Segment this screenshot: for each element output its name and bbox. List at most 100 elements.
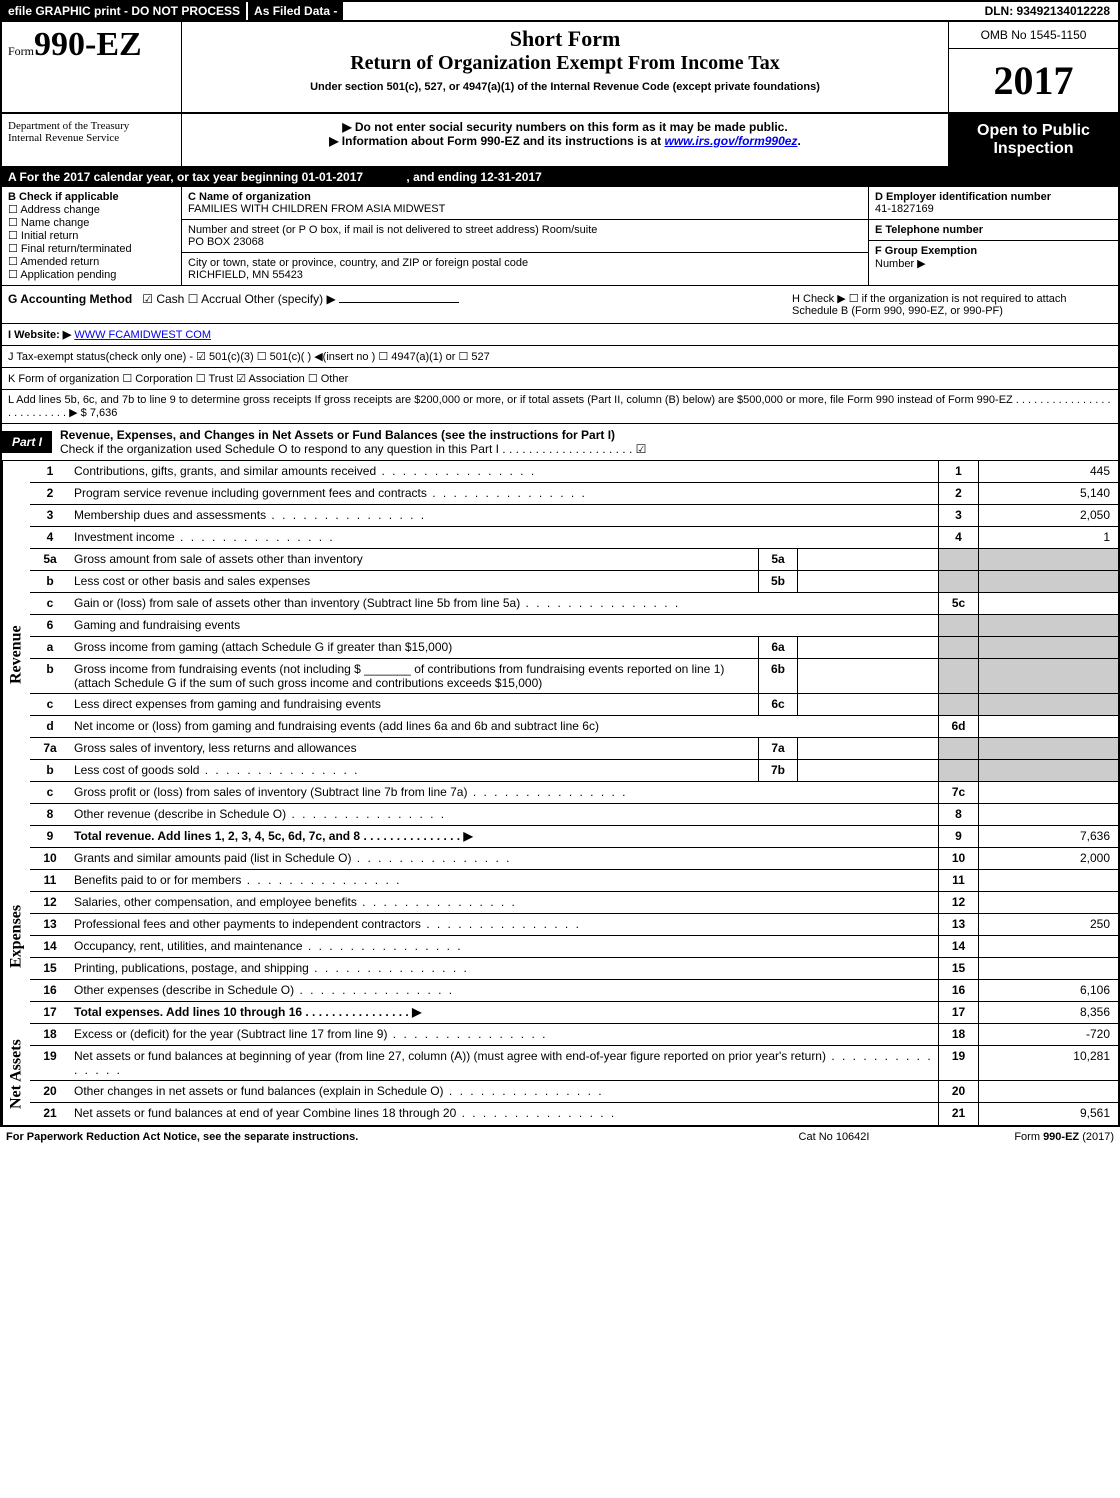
ln21-amt: 9,561 [978,1103,1118,1125]
footer-form: Form 990-EZ (2017) [1014,1131,1114,1143]
ln3-rn: 3 [938,505,978,526]
open1: Open to Public [953,122,1114,140]
omb-year-box: OMB No 1545-1150 2017 [948,22,1118,112]
line-a: A For the 2017 calendar year, or tax yea… [2,167,1118,187]
addr-label: Number and street (or P O box, if mail i… [188,224,862,236]
ln5a-d: Gross amount from sale of assets other t… [70,549,758,570]
ln7b-mv [798,760,938,781]
ln6a-amt [978,637,1118,658]
ln13-n: 13 [30,914,70,935]
ln6b-mn: 6b [758,659,798,693]
ln16-n: 16 [30,980,70,1001]
efile-notice: efile GRAPHIC print - DO NOT PROCESS [2,2,246,20]
ln6a-rn [938,637,978,658]
ln3-d: Membership dues and assessments [70,505,938,526]
ln13-amt: 250 [978,914,1118,935]
ln18-amt: -720 [978,1024,1118,1045]
ln19-rn: 19 [938,1046,978,1080]
ln10-amt: 2,000 [978,848,1118,869]
open2: Inspection [953,140,1114,158]
city: RICHFIELD, MN 55423 [188,269,862,281]
ln16-amt: 6,106 [978,980,1118,1001]
short-form: Short Form [186,26,944,52]
title: Return of Organization Exempt From Incom… [186,52,944,75]
ln9-amt: 7,636 [978,826,1118,847]
ln5a-mv [798,549,938,570]
box-c-label: C Name of organization [188,191,862,203]
ln20-n: 20 [30,1081,70,1102]
ln14-n: 14 [30,936,70,957]
ln17-amt: 8,356 [978,1002,1118,1023]
omb: OMB No 1545-1150 [949,22,1118,49]
ln15-d: Printing, publications, postage, and shi… [70,958,938,979]
ln2-d: Program service revenue including govern… [70,483,938,504]
irs-link[interactable]: www.irs.gov/form990ez [665,134,798,148]
g-opts[interactable]: ☑ Cash ☐ Accrual Other (specify) ▶ [142,292,335,306]
ln14-rn: 14 [938,936,978,957]
j-row[interactable]: J Tax-exempt status(check only one) - ☑ … [2,346,1118,368]
ein: 41-1827169 [875,203,1112,215]
tax-year: 2017 [949,49,1118,112]
chk-name[interactable]: Name change [8,216,175,229]
chk-final[interactable]: Final return/terminated [8,242,175,255]
ln9-rn: 9 [938,826,978,847]
ln17-rn: 17 [938,1002,978,1023]
ln6c-amt [978,694,1118,715]
ln6d-d: Net income or (loss) from gaming and fun… [70,716,938,737]
dept-l1: Department of the Treasury [8,120,175,132]
ln7a-d: Gross sales of inventory, less returns a… [70,738,758,759]
chk-address[interactable]: Address change [8,203,175,216]
ln4-n: 4 [30,527,70,548]
ln7a-mv [798,738,938,759]
box-h[interactable]: H Check ▶ ☐ if the organization is not r… [782,292,1112,317]
box-c: C Name of organization FAMILIES WITH CHI… [182,187,868,285]
k-row[interactable]: K Form of organization ☐ Corporation ☐ T… [2,368,1118,390]
ln13-d: Professional fees and other payments to … [70,914,938,935]
chk-amended[interactable]: Amended return [8,255,175,268]
l-row: L Add lines 5b, 6c, and 7b to line 9 to … [2,390,1118,424]
sidebar-netassets: Net Assets [2,1024,30,1125]
sidebar-expenses: Expenses [2,848,30,1024]
ln9-d: Total revenue. Add lines 1, 2, 3, 4, 5c,… [74,829,473,843]
ln17-d: Total expenses. Add lines 10 through 16 … [74,1005,421,1019]
ln6-n: 6 [30,615,70,636]
ln7c-amt [978,782,1118,803]
box-b-label: B Check if applicable [8,191,175,203]
ln18-d: Excess or (deficit) for the year (Subtra… [70,1024,938,1045]
ln15-amt [978,958,1118,979]
ln6a-d: Gross income from gaming (attach Schedul… [70,637,758,658]
ln2-rn: 2 [938,483,978,504]
ln12-n: 12 [30,892,70,913]
ln6a-n: a [30,637,70,658]
ln21-n: 21 [30,1103,70,1125]
ln16-d: Other expenses (describe in Schedule O) [70,980,938,1001]
ln6b-amt [978,659,1118,693]
dept-treasury: Department of the Treasury Internal Reve… [2,114,182,166]
ln7a-rn [938,738,978,759]
ln4-amt: 1 [978,527,1118,548]
line-a-begin: A For the 2017 calendar year, or tax yea… [8,170,363,184]
chk-pending[interactable]: Application pending [8,268,175,281]
addr: PO BOX 23068 [188,236,862,248]
ln1-amt: 445 [978,461,1118,482]
ln11-n: 11 [30,870,70,891]
revenue-section: Revenue 1Contributions, gifts, grants, a… [2,461,1118,848]
ln2-n: 2 [30,483,70,504]
ln5c-rn: 5c [938,593,978,614]
subtitle: Under section 501(c), 527, or 4947(a)(1)… [186,81,944,93]
notice1: ▶ Do not enter social security numbers o… [188,120,942,134]
form-prefix: Form [8,44,34,58]
ln5b-rn [938,571,978,592]
ln6b-d: Gross income from fundraising events (no… [70,659,758,693]
ln7a-amt [978,738,1118,759]
chk-initial[interactable]: Initial return [8,229,175,242]
ln6c-n: c [30,694,70,715]
ln18-n: 18 [30,1024,70,1045]
ln7b-n: b [30,760,70,781]
ln6-rn [938,615,978,636]
ln6d-amt [978,716,1118,737]
website-link[interactable]: WWW FCAMIDWEST COM [74,329,211,341]
ln6d-rn: 6d [938,716,978,737]
ln5c-n: c [30,593,70,614]
ln7b-d: Less cost of goods sold [70,760,758,781]
